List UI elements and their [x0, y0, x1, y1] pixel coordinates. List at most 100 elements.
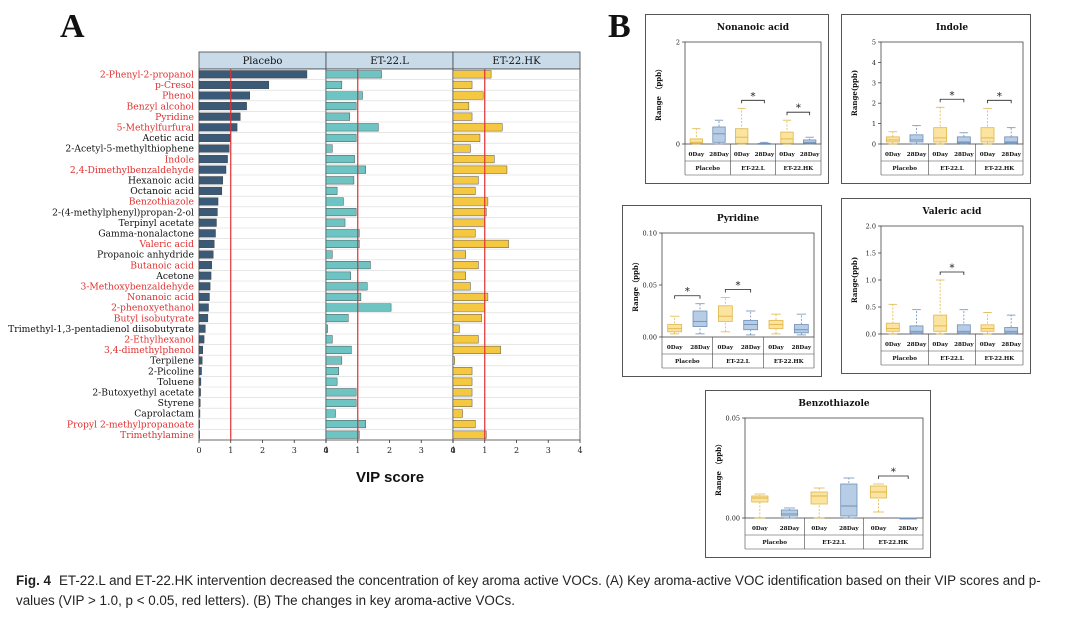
- compound-label: 2-Phenyl-2-propanol: [100, 70, 194, 81]
- compound-label: Butyl isobutyrate: [114, 313, 194, 324]
- box: [692, 310, 708, 327]
- box: [780, 509, 799, 517]
- x-axis-title: VIP score: [356, 469, 424, 486]
- bar: [198, 250, 214, 259]
- bar: [325, 70, 382, 79]
- bar: [198, 335, 205, 344]
- significance-star: *: [891, 467, 896, 478]
- y-tick-label: 5: [872, 39, 876, 47]
- x-tick-label: 0Day: [752, 526, 768, 532]
- bar: [198, 314, 209, 323]
- bar: [325, 398, 357, 407]
- x-tick-label: 3: [292, 446, 297, 455]
- bar: [198, 398, 201, 407]
- x-tick-label: 2: [387, 446, 392, 455]
- x-tick-label: 3: [419, 446, 424, 455]
- compound-label: Propanoic anhydride: [97, 250, 194, 261]
- bar: [325, 144, 333, 153]
- chart-title: Benzothiazole: [798, 399, 869, 409]
- bar: [198, 155, 228, 164]
- box: [810, 491, 828, 505]
- plot-frame: [744, 417, 924, 519]
- box: [1004, 327, 1019, 334]
- plot-frame: [684, 41, 822, 145]
- group-label: ET-22.L: [741, 166, 765, 172]
- chart-frame: [841, 198, 1031, 374]
- x-tick-label: 0Day: [779, 152, 795, 158]
- bar: [198, 409, 201, 418]
- bar: [452, 133, 481, 142]
- bar: [325, 335, 333, 344]
- y-tick-label: 2.0: [866, 223, 876, 231]
- bar: [452, 155, 495, 164]
- panel-label-b: B: [608, 8, 631, 45]
- compound-label: Nonanoic acid: [127, 292, 194, 303]
- bar: [325, 345, 352, 354]
- vip-score-chart: Placebo 0 1 2 3 4 ET-22.L 0 1 2 3 4 ET-22.HK 0 1 2 3 4 2-P…: [8, 51, 583, 486]
- x-tick-label: 0Day: [734, 152, 750, 158]
- plot-frame: [880, 41, 1024, 145]
- significance-bracket: [939, 271, 965, 275]
- compound-label: Gamma-nonalactone: [98, 229, 194, 240]
- box: [956, 136, 971, 144]
- y-tick-label: 0.10: [643, 230, 657, 238]
- bar: [452, 186, 476, 195]
- y-tick-label: 0.00: [726, 515, 740, 523]
- x-tick-label: 0Day: [885, 152, 901, 158]
- bar: [452, 292, 489, 301]
- bar: [325, 133, 357, 142]
- bar: [452, 261, 479, 270]
- bar: [325, 356, 343, 365]
- group-label: ET-22.HK: [783, 166, 814, 172]
- box: [803, 139, 817, 144]
- benzothiazole-boxplot: Benzothiazole 0.00 0.05 Range （ppb） * 0Day 28D…: [705, 390, 931, 558]
- x-tick-label: 1: [355, 446, 360, 455]
- bar: [198, 102, 247, 111]
- bar: [198, 420, 200, 429]
- box: [909, 134, 924, 143]
- compound-label: p-Cresol: [155, 80, 194, 91]
- bar: [452, 197, 489, 206]
- bar: [325, 80, 343, 89]
- bar: [198, 388, 201, 397]
- y-tick-label: 2: [676, 39, 680, 47]
- y-axis-title: Range （ppb）: [654, 65, 663, 121]
- y-tick-label: 1: [872, 120, 876, 128]
- x-tick-label: 28Day: [1001, 152, 1021, 158]
- compound-label: Acetone: [155, 271, 194, 282]
- compound-label: Trimethyl-1,3-pentadienol diisobutyrate: [8, 324, 194, 335]
- significance-bracket: [939, 98, 965, 103]
- y-tick-label: 4: [872, 59, 876, 67]
- x-tick-label: 28Day: [907, 152, 927, 158]
- panel-label-a: A: [60, 8, 85, 45]
- pyridine-boxplot: Pyridine 0.00 0.05 0.10 Range（ppb） * * 0Day 28Da…: [622, 205, 822, 377]
- bar: [325, 303, 392, 312]
- bar: [198, 303, 209, 312]
- bar: [325, 91, 363, 100]
- bar: [325, 102, 357, 111]
- bar: [198, 324, 206, 333]
- y-tick-label: 0.05: [643, 282, 657, 290]
- compound-label: Caprolactam: [134, 409, 194, 420]
- bar: [198, 70, 308, 79]
- bar: [198, 133, 231, 142]
- bar: [198, 197, 219, 206]
- boxplot-svg: Indole 0 1 2 3 4 5 Range(ppb) * * 0Day 28Day Placebo…: [841, 14, 1031, 184]
- x-tick-label: 28Day: [690, 345, 710, 351]
- bar: [452, 208, 487, 217]
- significance-bracket: [741, 99, 765, 104]
- x-tick-label: 4: [323, 446, 328, 455]
- bar: [452, 388, 473, 397]
- bar: [198, 112, 241, 121]
- bar: [452, 356, 455, 365]
- x-tick-label: 1: [482, 446, 487, 455]
- compound-label: Toluene: [157, 377, 194, 388]
- bar: [198, 292, 210, 301]
- box: [793, 324, 809, 334]
- group-label: Placebo: [675, 359, 700, 365]
- box: [956, 324, 971, 334]
- y-tick-label: 0.5: [866, 304, 876, 312]
- bar: [198, 186, 223, 195]
- bar: [198, 218, 217, 227]
- bar: [198, 377, 202, 386]
